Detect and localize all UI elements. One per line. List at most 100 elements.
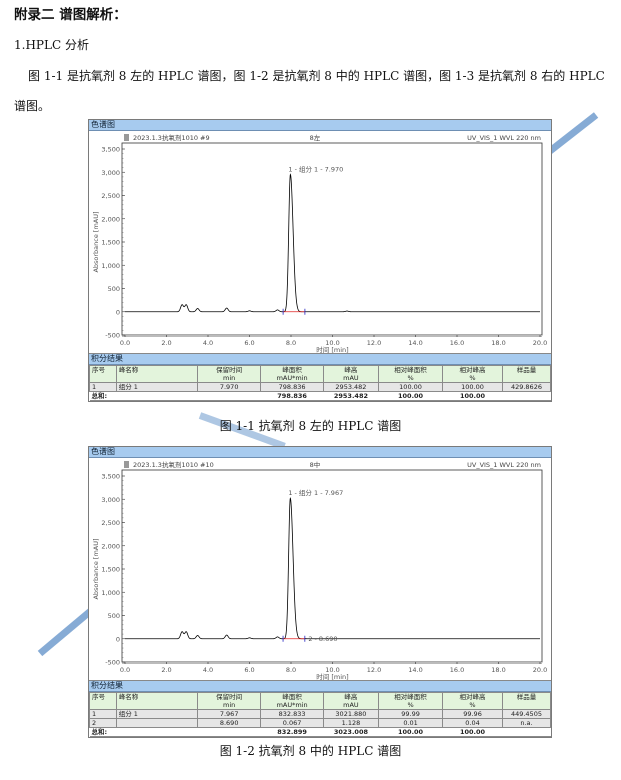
y-tick-label: 3,500: [101, 146, 120, 154]
x-axis-label: 时间 [min]: [316, 345, 348, 353]
table-cell: 峰高 mAU: [322, 692, 380, 710]
channel-icon: [124, 461, 129, 468]
figure-1-2: 色谱图 2023.1.3抗氧剂1010 #10 8中 UV_VIS_1 WVL 22…: [88, 446, 552, 738]
x-tick-label: 4.0: [203, 666, 213, 674]
table-header-row: 序号 峰名称 保留时间 min 峰面积 mAU*min 峰高 mAU 相对峰面积% 相对峰高%…: [89, 365, 552, 383]
table-cell: 100.00: [442, 382, 503, 392]
table-cell: 保留时间 min: [196, 692, 262, 710]
table-cell: 0.067: [260, 718, 324, 728]
table-row: 2 8.690 0.067 1.128 0.01 0.04 n.a.: [89, 718, 552, 728]
y-axis-label: Absorbance [mAU]: [92, 211, 100, 272]
chromatogram: 2023.1.3抗氧剂1010 #10 8中 UV_VIS_1 WVL 220 nm…: [89, 458, 551, 681]
table-cell: 832.899: [260, 727, 324, 737]
x-tick-label: 10.0: [325, 339, 339, 347]
y-tick-label: 0: [116, 635, 120, 643]
x-tick-label: 6.0: [244, 666, 254, 674]
table-cell: 总和:: [89, 391, 117, 401]
x-tick-label: 2.0: [161, 666, 171, 674]
table-cell: 798.836: [260, 382, 324, 392]
x-tick-label: 14.0: [408, 666, 422, 674]
x-axis-label: 时间 [min]: [316, 672, 348, 680]
detector-label: UV_VIS_1 WVL 220 nm: [467, 461, 541, 469]
sample-label: 2023.1.3抗氧剂1010 #9: [133, 133, 210, 142]
table-cell: 2953.482: [323, 391, 379, 401]
integration-table: 序号 峰名称 保留时间 min 峰面积 mAU*min 峰高 mAU 相对峰面积% 相对峰高%…: [89, 365, 552, 401]
y-tick-label: 2,000: [101, 542, 120, 550]
y-tick-label: 1,000: [101, 262, 120, 270]
table-cell: 798.836: [260, 391, 324, 401]
chromatogram: 2023.1.3抗氧剂1010 #9 8左 UV_VIS_1 WVL 220 nm -…: [89, 131, 551, 354]
table-total-row: 总和: 832.899 3023.008 100.00 100.00: [89, 727, 551, 737]
table-cell: 100.00: [378, 727, 443, 737]
table-cell: 3023.008: [323, 727, 379, 737]
x-tick-label: 8.0: [286, 666, 296, 674]
y-tick-label: 3,500: [101, 473, 120, 481]
integration-table-title: 积分结果: [89, 681, 551, 692]
x-tick-label: 6.0: [244, 339, 254, 347]
table-cell: 100.00: [442, 727, 503, 737]
y-axis-label: Absorbance [mAU]: [92, 538, 100, 599]
table-cell: [116, 391, 198, 401]
table-cell: 相对峰高%: [442, 692, 503, 710]
table-header-row: 序号 峰名称 保留时间 min 峰面积 mAU*min 峰高 mAU 相对峰面积% 相对峰高%…: [89, 692, 552, 710]
section-heading: 1.HPLC 分析: [14, 38, 89, 52]
table-cell: 总和:: [89, 727, 117, 737]
table-row: 1 组分 1 7.967 832.833 3021.880 99.99 99.96 449.4…: [89, 709, 552, 719]
table-cell: 429.8626: [501, 382, 552, 392]
x-tick-label: 20.0: [533, 666, 547, 674]
x-axis-band: [122, 662, 542, 664]
table-cell: 7.967: [196, 709, 262, 719]
x-tick-label: 2.0: [161, 339, 171, 347]
chromatogram-trace: [125, 173, 540, 313]
y-tick-label: 2,000: [101, 215, 120, 223]
table-cell: 峰高 mAU: [322, 365, 380, 383]
y-tick-label: 500: [108, 285, 120, 293]
y-tick-label: 1,500: [101, 239, 120, 247]
chromatogram-trace: [125, 497, 540, 640]
table-cell: 相对峰高%: [442, 365, 503, 383]
table-cell: 样品量: [501, 692, 552, 710]
y-tick-label: -500: [105, 332, 120, 340]
table-cell: 7.970: [196, 382, 262, 392]
x-tick-label: 18.0: [491, 666, 505, 674]
y-tick-label: 2,500: [101, 519, 120, 527]
table-cell: 峰面积 mAU*min: [260, 692, 324, 710]
table-cell: 组分 1: [115, 709, 198, 719]
table-cell: 8.690: [196, 718, 262, 728]
table-cell: 1.128: [322, 718, 380, 728]
peak-label: 2 - 8.690: [308, 635, 337, 643]
peak-label: 1 - 组分 1 - 7.967: [288, 488, 343, 497]
table-cell: 99.96: [442, 709, 503, 719]
peak-label: 1 - 组分 1 - 7.970: [288, 164, 343, 173]
sample-name: 8左: [310, 133, 321, 142]
figure-caption: 图 1-2 抗氧剂 8 中的 HPLC 谱图: [219, 744, 402, 758]
table-cell: 2: [89, 718, 117, 728]
table-cell: 99.99: [377, 709, 444, 719]
y-tick-label: 3,000: [101, 496, 120, 504]
y-tick-label: -500: [105, 659, 120, 667]
table-cell: 1: [89, 382, 117, 392]
table-cell: [502, 391, 551, 401]
x-tick-label: 14.0: [408, 339, 422, 347]
y-tick-label: 500: [108, 612, 120, 620]
table-cell: 2953.482: [322, 382, 380, 392]
chromatogram-svg: 2023.1.3抗氧剂1010 #9 8左 UV_VIS_1 WVL 220 nm -…: [92, 133, 547, 353]
sample-name: 8中: [310, 460, 321, 469]
table-cell: 0.01: [377, 718, 444, 728]
appendix-heading: 附录二 谱图解析：: [14, 7, 127, 23]
sample-label: 2023.1.3抗氧剂1010 #10: [133, 460, 214, 469]
table-cell: 峰面积 mAU*min: [260, 365, 324, 383]
table-cell: 100.00: [378, 391, 443, 401]
x-tick-label: 16.0: [450, 339, 464, 347]
x-tick-label: 0.0: [120, 339, 130, 347]
table-cell: 序号: [89, 365, 117, 383]
y-tick-label: 1,500: [101, 566, 120, 574]
table-cell: [502, 727, 551, 737]
y-tick-label: 1,000: [101, 589, 120, 597]
table-cell: 样品量: [501, 365, 552, 383]
table-cell: [115, 718, 198, 728]
integration-table-title: 积分结果: [89, 354, 551, 365]
x-tick-label: 16.0: [450, 666, 464, 674]
channel-icon: [124, 134, 129, 141]
table-cell: 保留时间 min: [196, 365, 262, 383]
